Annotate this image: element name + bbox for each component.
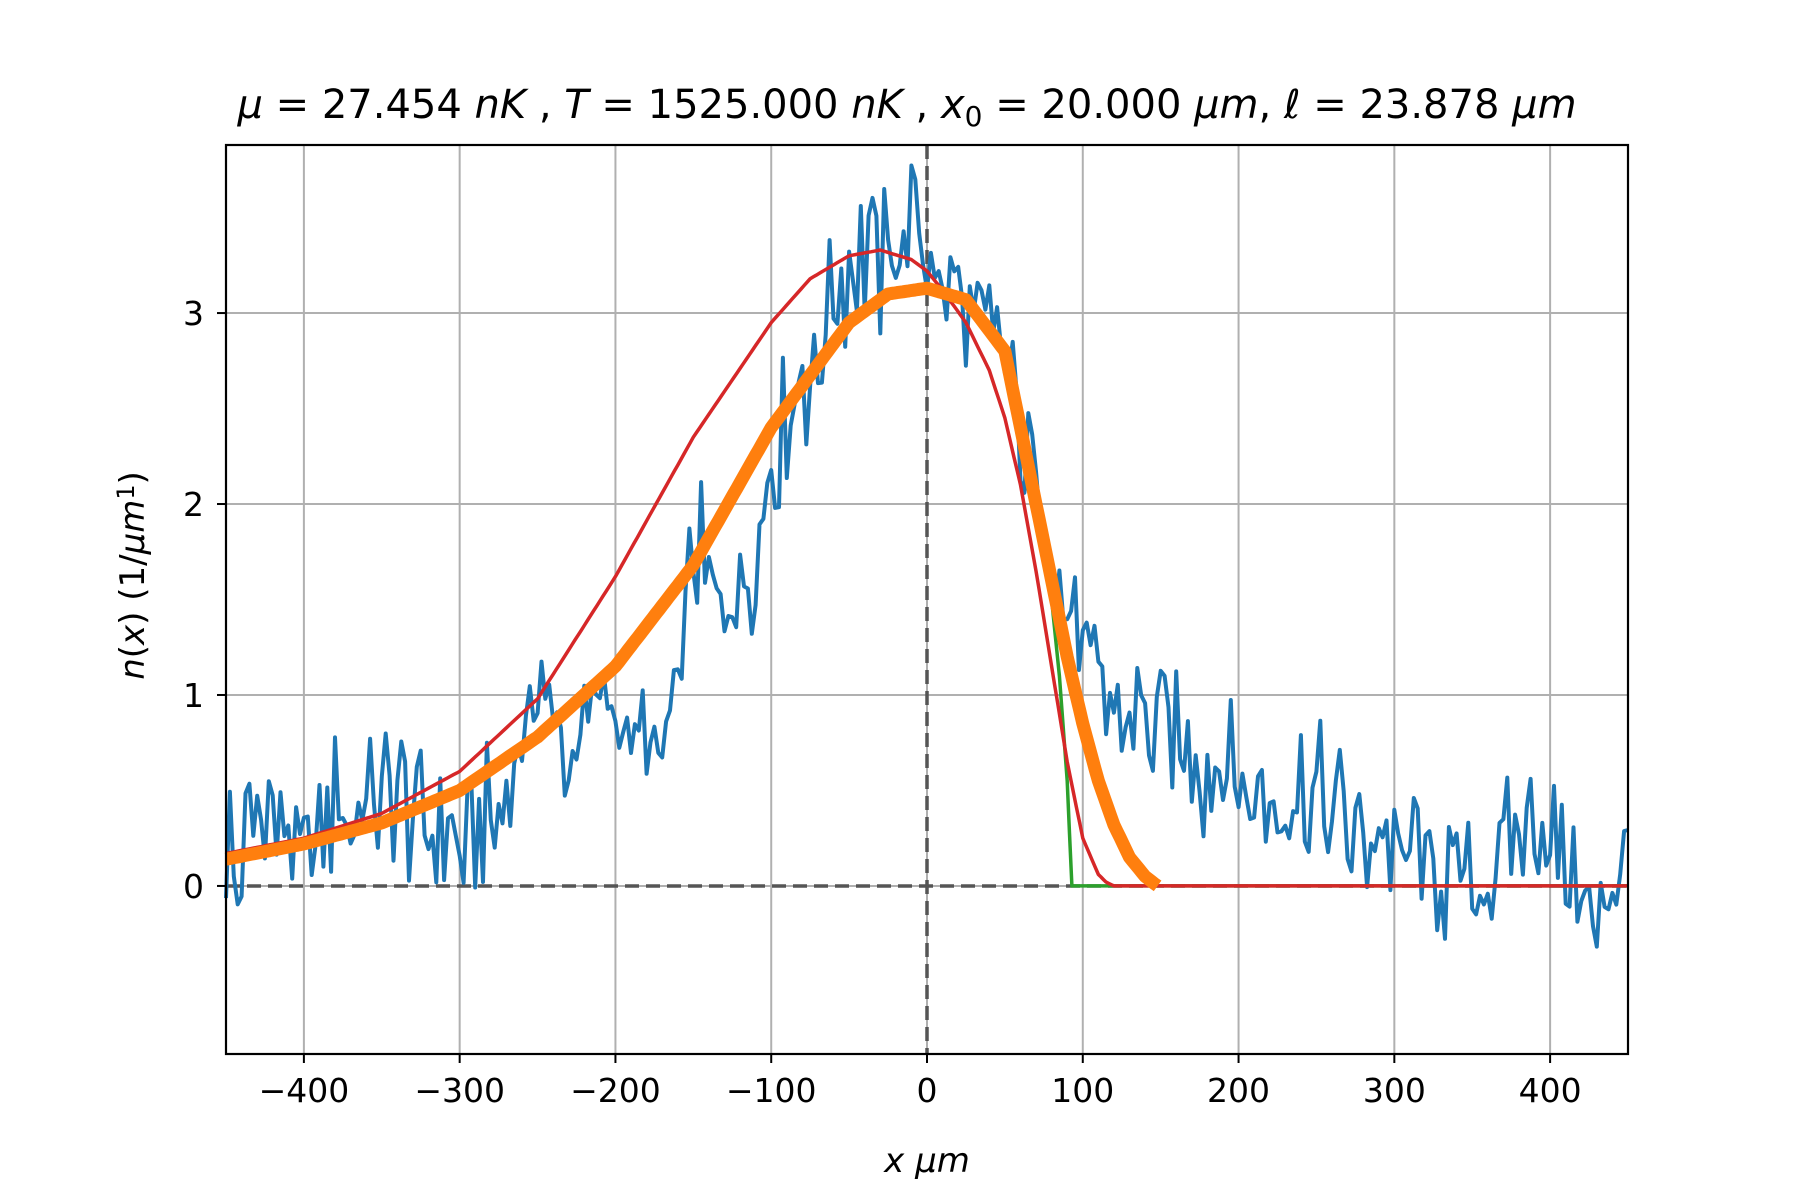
x-tick-label: 400	[1519, 1071, 1582, 1110]
series-group	[222, 163, 1629, 949]
chart-title: μ = 27.454 nK , T = 1525.000 nK , x0 = 2…	[236, 82, 1576, 133]
x-axis-ticks: −400 −300 −200 −100 0 100 200 300 400	[259, 1054, 1582, 1110]
y-tick-label: 0	[183, 867, 204, 906]
x-axis-label: x μm	[883, 1141, 970, 1181]
y-axis-ticks: 0 1 2 3	[183, 294, 226, 906]
y-tick-label: 1	[183, 676, 204, 715]
y-tick-label: 2	[183, 485, 204, 524]
series-line-fit	[222, 281, 1162, 892]
x-tick-label: −200	[570, 1071, 661, 1110]
y-axis-label: n(x) (1/μm1)	[112, 471, 153, 680]
x-tick-label: 0	[917, 1071, 938, 1110]
series-line-gaussian	[225, 248, 1628, 888]
x-tick-label: 300	[1363, 1071, 1426, 1110]
y-tick-label: 3	[183, 294, 204, 333]
x-tick-label: −400	[259, 1071, 350, 1110]
x-tick-label: −100	[726, 1071, 817, 1110]
x-tick-label: 200	[1207, 1071, 1270, 1110]
x-tick-label: −300	[414, 1071, 505, 1110]
x-tick-label: 100	[1051, 1071, 1114, 1110]
